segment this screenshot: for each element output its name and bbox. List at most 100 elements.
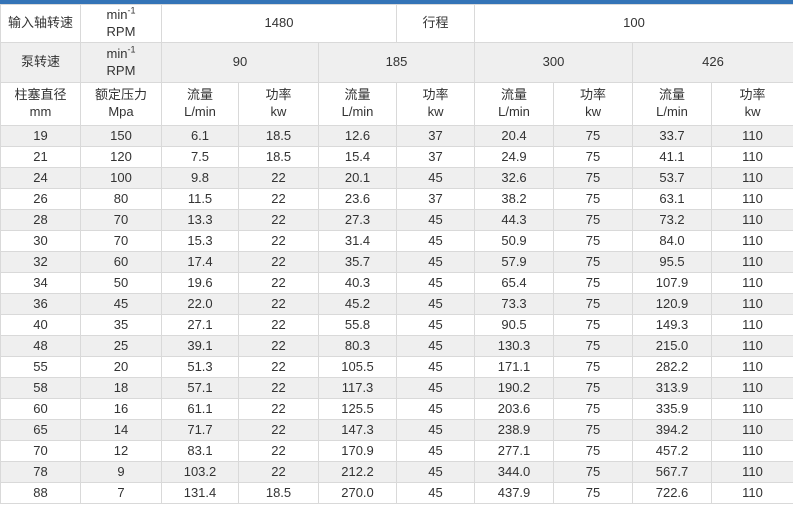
table-cell: 110 xyxy=(711,209,793,231)
table-cell: 75 xyxy=(553,272,634,294)
table-cell: 24.9 xyxy=(474,146,555,168)
table-cell: 11.5 xyxy=(161,188,239,210)
table-cell: 24 xyxy=(0,167,81,189)
table-cell: 120 xyxy=(80,146,162,168)
pump-speed-300: 300 xyxy=(474,42,634,83)
table-cell: 75 xyxy=(553,440,634,462)
table-cell: 75 xyxy=(553,377,634,399)
col-header-rated-pressure: 额定压力 Mpa xyxy=(80,82,162,126)
table-cell: 75 xyxy=(553,251,634,273)
table-cell: 103.2 xyxy=(161,461,239,483)
table-cell: 45 xyxy=(396,230,476,252)
table-cell: 12.6 xyxy=(317,125,398,147)
table-cell: 722.6 xyxy=(632,482,713,504)
table-cell: 75 xyxy=(553,419,634,441)
table-cell: 53.7 xyxy=(632,167,713,189)
table-cell: 35 xyxy=(80,314,162,336)
table-cell: 9 xyxy=(80,461,162,483)
table-cell: 12 xyxy=(80,440,162,462)
header-row-columns: 柱塞直径 mm 额定压力 Mpa 流量 L/min 功率 kw 流量 L/min 功率 kw… xyxy=(0,82,793,126)
table-cell: 75 xyxy=(553,125,634,147)
table-row: 36 45 22.0 22 45.2 45 73.3 75 120.9 110 xyxy=(0,293,793,315)
table-cell: 110 xyxy=(711,482,793,504)
table-cell: 75 xyxy=(553,398,634,420)
pump-speed-185: 185 xyxy=(317,42,476,83)
table-cell: 75 xyxy=(553,482,634,504)
table-cell: 18.5 xyxy=(238,482,319,504)
pump-speed-90: 90 xyxy=(161,42,319,83)
table-cell: 26 xyxy=(0,188,81,210)
table-cell: 37 xyxy=(396,146,476,168)
col-header-power-90: 功率 kw xyxy=(238,82,319,126)
table-cell: 70 xyxy=(80,209,162,231)
table-row: 28 70 13.3 22 27.3 45 44.3 75 73.2 110 xyxy=(0,209,793,231)
table-cell: 38.2 xyxy=(474,188,555,210)
table-cell: 23.6 xyxy=(317,188,398,210)
pump-speed-426: 426 xyxy=(632,42,793,83)
col-header-power-426: 功率 kw xyxy=(711,82,793,126)
table-cell: 282.2 xyxy=(632,356,713,378)
table-cell: 70 xyxy=(0,440,81,462)
table-cell: 110 xyxy=(711,461,793,483)
table-cell: 20 xyxy=(80,356,162,378)
header-row-pump-speed: 泵转速 min-1 RPM 90 185 300 426 xyxy=(0,42,793,83)
col-header-plunger-diameter: 柱塞直径 mm xyxy=(0,82,81,126)
table-cell: 120.9 xyxy=(632,293,713,315)
table-cell: 150 xyxy=(80,125,162,147)
table-cell: 45 xyxy=(396,335,476,357)
table-cell: 41.1 xyxy=(632,146,713,168)
table-row: 32 60 17.4 22 35.7 45 57.9 75 95.5 110 xyxy=(0,251,793,273)
table-cell: 147.3 xyxy=(317,419,398,441)
table-cell: 37 xyxy=(396,188,476,210)
table-row: 60 16 61.1 22 125.5 45 203.6 75 335.9 110 xyxy=(0,398,793,420)
table-cell: 75 xyxy=(553,230,634,252)
table-cell: 171.1 xyxy=(474,356,555,378)
table-cell: 30 xyxy=(0,230,81,252)
stroke-label: 行程 xyxy=(396,4,476,43)
table-cell: 65.4 xyxy=(474,272,555,294)
table-cell: 45 xyxy=(396,272,476,294)
table-cell: 18.5 xyxy=(238,146,319,168)
table-cell: 277.1 xyxy=(474,440,555,462)
table-cell: 51.3 xyxy=(161,356,239,378)
table-cell: 75 xyxy=(553,167,634,189)
table-cell: 88 xyxy=(0,482,81,504)
table-cell: 75 xyxy=(553,146,634,168)
table-cell: 567.7 xyxy=(632,461,713,483)
table-cell: 18 xyxy=(80,377,162,399)
table-cell: 203.6 xyxy=(474,398,555,420)
table-cell: 71.7 xyxy=(161,419,239,441)
pump-speed-unit: min-1 RPM xyxy=(80,42,162,83)
table-cell: 35.7 xyxy=(317,251,398,273)
col-header-flow-90: 流量 L/min xyxy=(161,82,239,126)
table-cell: 6.1 xyxy=(161,125,239,147)
table-cell: 34 xyxy=(0,272,81,294)
table-cell: 27.1 xyxy=(161,314,239,336)
table-cell: 75 xyxy=(553,314,634,336)
table-cell: 48 xyxy=(0,335,81,357)
table-row: 70 12 83.1 22 170.9 45 277.1 75 457.2 110 xyxy=(0,440,793,462)
top-accent-bar xyxy=(0,0,793,4)
table-cell: 84.0 xyxy=(632,230,713,252)
table-cell: 22 xyxy=(238,377,319,399)
table-cell: 70 xyxy=(80,230,162,252)
table-cell: 18.5 xyxy=(238,125,319,147)
header-row-input-speed: 输入轴转速 min-1 RPM 1480 行程 100 xyxy=(0,4,793,43)
table-cell: 45 xyxy=(80,293,162,315)
table-cell: 36 xyxy=(0,293,81,315)
table-cell: 75 xyxy=(553,209,634,231)
table-cell: 15.4 xyxy=(317,146,398,168)
table-cell: 110 xyxy=(711,314,793,336)
table-cell: 45 xyxy=(396,356,476,378)
table-row: 78 9 103.2 22 212.2 45 344.0 75 567.7 110 xyxy=(0,461,793,483)
table-cell: 125.5 xyxy=(317,398,398,420)
table-cell: 22 xyxy=(238,251,319,273)
col-header-flow-426: 流量 L/min xyxy=(632,82,713,126)
table-cell: 50 xyxy=(80,272,162,294)
table-cell: 149.3 xyxy=(632,314,713,336)
table-cell: 15.3 xyxy=(161,230,239,252)
table-cell: 22.0 xyxy=(161,293,239,315)
table-cell: 50.9 xyxy=(474,230,555,252)
table-cell: 55 xyxy=(0,356,81,378)
